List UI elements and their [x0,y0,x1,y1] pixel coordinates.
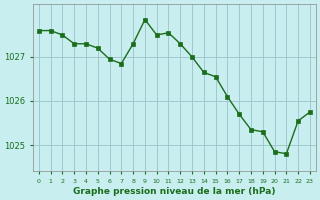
X-axis label: Graphe pression niveau de la mer (hPa): Graphe pression niveau de la mer (hPa) [73,187,276,196]
